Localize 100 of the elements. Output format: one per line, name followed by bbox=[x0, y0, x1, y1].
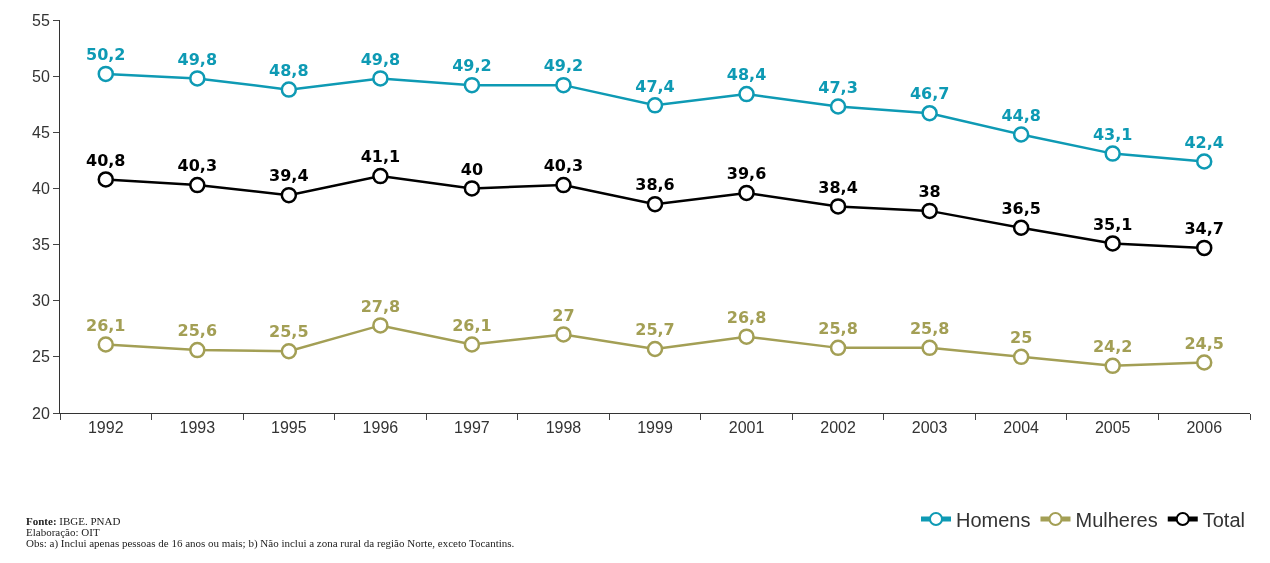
data-label: 39,4 bbox=[269, 166, 309, 186]
point bbox=[1195, 153, 1213, 170]
point bbox=[921, 104, 938, 122]
point bbox=[646, 340, 664, 358]
y-tick-label: 45 bbox=[32, 123, 50, 141]
legend-label: Homens bbox=[956, 508, 1031, 531]
data-label: 47,3 bbox=[818, 77, 858, 97]
point bbox=[372, 167, 389, 185]
data-label: 44,8 bbox=[1001, 105, 1041, 125]
data-label: 43,1 bbox=[1092, 124, 1133, 144]
point bbox=[1104, 145, 1121, 162]
point bbox=[1195, 354, 1213, 371]
x-tick-label: 1992 bbox=[87, 419, 124, 437]
x-tick-label: 1993 bbox=[179, 419, 216, 437]
y-tick-label: 30 bbox=[32, 292, 50, 310]
data-label: 25,8 bbox=[909, 319, 950, 339]
point bbox=[97, 171, 115, 188]
x-tick-label: 1996 bbox=[362, 419, 399, 437]
point bbox=[829, 198, 847, 215]
point bbox=[921, 339, 938, 357]
data-label: 26,1 bbox=[86, 315, 126, 335]
point bbox=[829, 98, 847, 115]
y-tick-label: 55 bbox=[32, 11, 50, 29]
point bbox=[738, 85, 755, 103]
data-label: 24,5 bbox=[1184, 333, 1224, 353]
data-label: 26,8 bbox=[726, 307, 767, 327]
x-tick-label: 2005 bbox=[1094, 419, 1131, 437]
y-tick-label: 25 bbox=[32, 348, 50, 366]
text: Elaboração: OIT bbox=[26, 526, 100, 538]
point bbox=[189, 341, 206, 359]
y-tick-label: 35 bbox=[32, 236, 50, 254]
y-tick-label: 50 bbox=[32, 67, 50, 85]
point bbox=[555, 176, 572, 194]
point bbox=[1104, 357, 1121, 375]
data-label: 27 bbox=[552, 305, 575, 325]
data-label: 36,5 bbox=[1001, 198, 1041, 218]
point bbox=[372, 70, 389, 87]
point bbox=[463, 336, 481, 353]
x-tick-label: 1997 bbox=[454, 419, 490, 437]
data-label: 49,2 bbox=[543, 56, 584, 76]
data-label: 25,5 bbox=[269, 322, 309, 342]
data-label: 38 bbox=[918, 182, 941, 202]
point bbox=[463, 76, 481, 94]
data-label: 40,8 bbox=[86, 150, 126, 170]
data-label: 24,2 bbox=[1092, 337, 1133, 357]
data-label: 38,4 bbox=[818, 177, 858, 197]
point bbox=[1012, 126, 1030, 143]
data-label: 48,8 bbox=[269, 60, 309, 80]
data-label: 25 bbox=[1010, 328, 1033, 348]
point bbox=[189, 70, 206, 87]
data-label: 49,2 bbox=[452, 56, 492, 76]
point bbox=[1104, 235, 1121, 252]
x-tick-label: 2001 bbox=[728, 419, 765, 437]
data-label: 38,6 bbox=[635, 175, 675, 195]
legend-label: Mulheres bbox=[1075, 508, 1158, 531]
point bbox=[646, 97, 664, 114]
point bbox=[829, 339, 847, 357]
point bbox=[463, 180, 481, 197]
data-label: 42,4 bbox=[1184, 132, 1224, 152]
data-label: 40,3 bbox=[543, 156, 584, 176]
data-label: 49,8 bbox=[360, 49, 401, 69]
x-tick-label: 2004 bbox=[1003, 419, 1040, 437]
data-label: 25,8 bbox=[818, 319, 858, 339]
point bbox=[555, 76, 572, 94]
y-tick-label: 40 bbox=[32, 180, 50, 198]
y-tick-label: 20 bbox=[32, 404, 50, 422]
text: Obs: a) Inclui apenas pessoas de 16 anos ou mais; b) Não inclui a zona rural da região Norte, exceto Tocantins. bbox=[26, 537, 515, 550]
x-tick-label: 2006 bbox=[1186, 419, 1223, 437]
data-label: 47,4 bbox=[635, 76, 675, 96]
point bbox=[97, 65, 115, 83]
point bbox=[1012, 219, 1030, 236]
point bbox=[280, 342, 298, 360]
point bbox=[280, 81, 298, 98]
point bbox=[280, 186, 298, 204]
legend-label: Total bbox=[1202, 508, 1245, 531]
data-label: 40,3 bbox=[177, 156, 218, 176]
point bbox=[189, 176, 206, 194]
point bbox=[555, 326, 572, 343]
x-tick-label: 1999 bbox=[637, 419, 673, 437]
data-label: 25,7 bbox=[635, 320, 675, 340]
data-label: 50,2 bbox=[86, 45, 126, 65]
data-label: 48,4 bbox=[726, 65, 767, 85]
point bbox=[646, 195, 664, 213]
x-tick-label: 1995 bbox=[271, 419, 307, 437]
data-label: 46,7 bbox=[909, 84, 950, 104]
x-tick-label: 2002 bbox=[820, 419, 856, 437]
source-note: Fonte: IBGE. PNAD bbox=[26, 515, 121, 527]
data-label: 49,8 bbox=[177, 49, 218, 69]
point bbox=[921, 202, 938, 220]
point bbox=[372, 317, 389, 334]
point bbox=[738, 184, 755, 202]
point bbox=[1012, 348, 1030, 366]
point bbox=[97, 336, 115, 353]
data-label: 35,1 bbox=[1092, 214, 1133, 234]
data-label: 25,6 bbox=[177, 321, 218, 341]
data-label: 40 bbox=[460, 159, 484, 179]
x-tick-label: 2003 bbox=[911, 419, 948, 437]
x-tick-label: 1998 bbox=[545, 419, 582, 437]
data-label: 26,1 bbox=[452, 315, 492, 335]
point bbox=[1195, 239, 1213, 257]
